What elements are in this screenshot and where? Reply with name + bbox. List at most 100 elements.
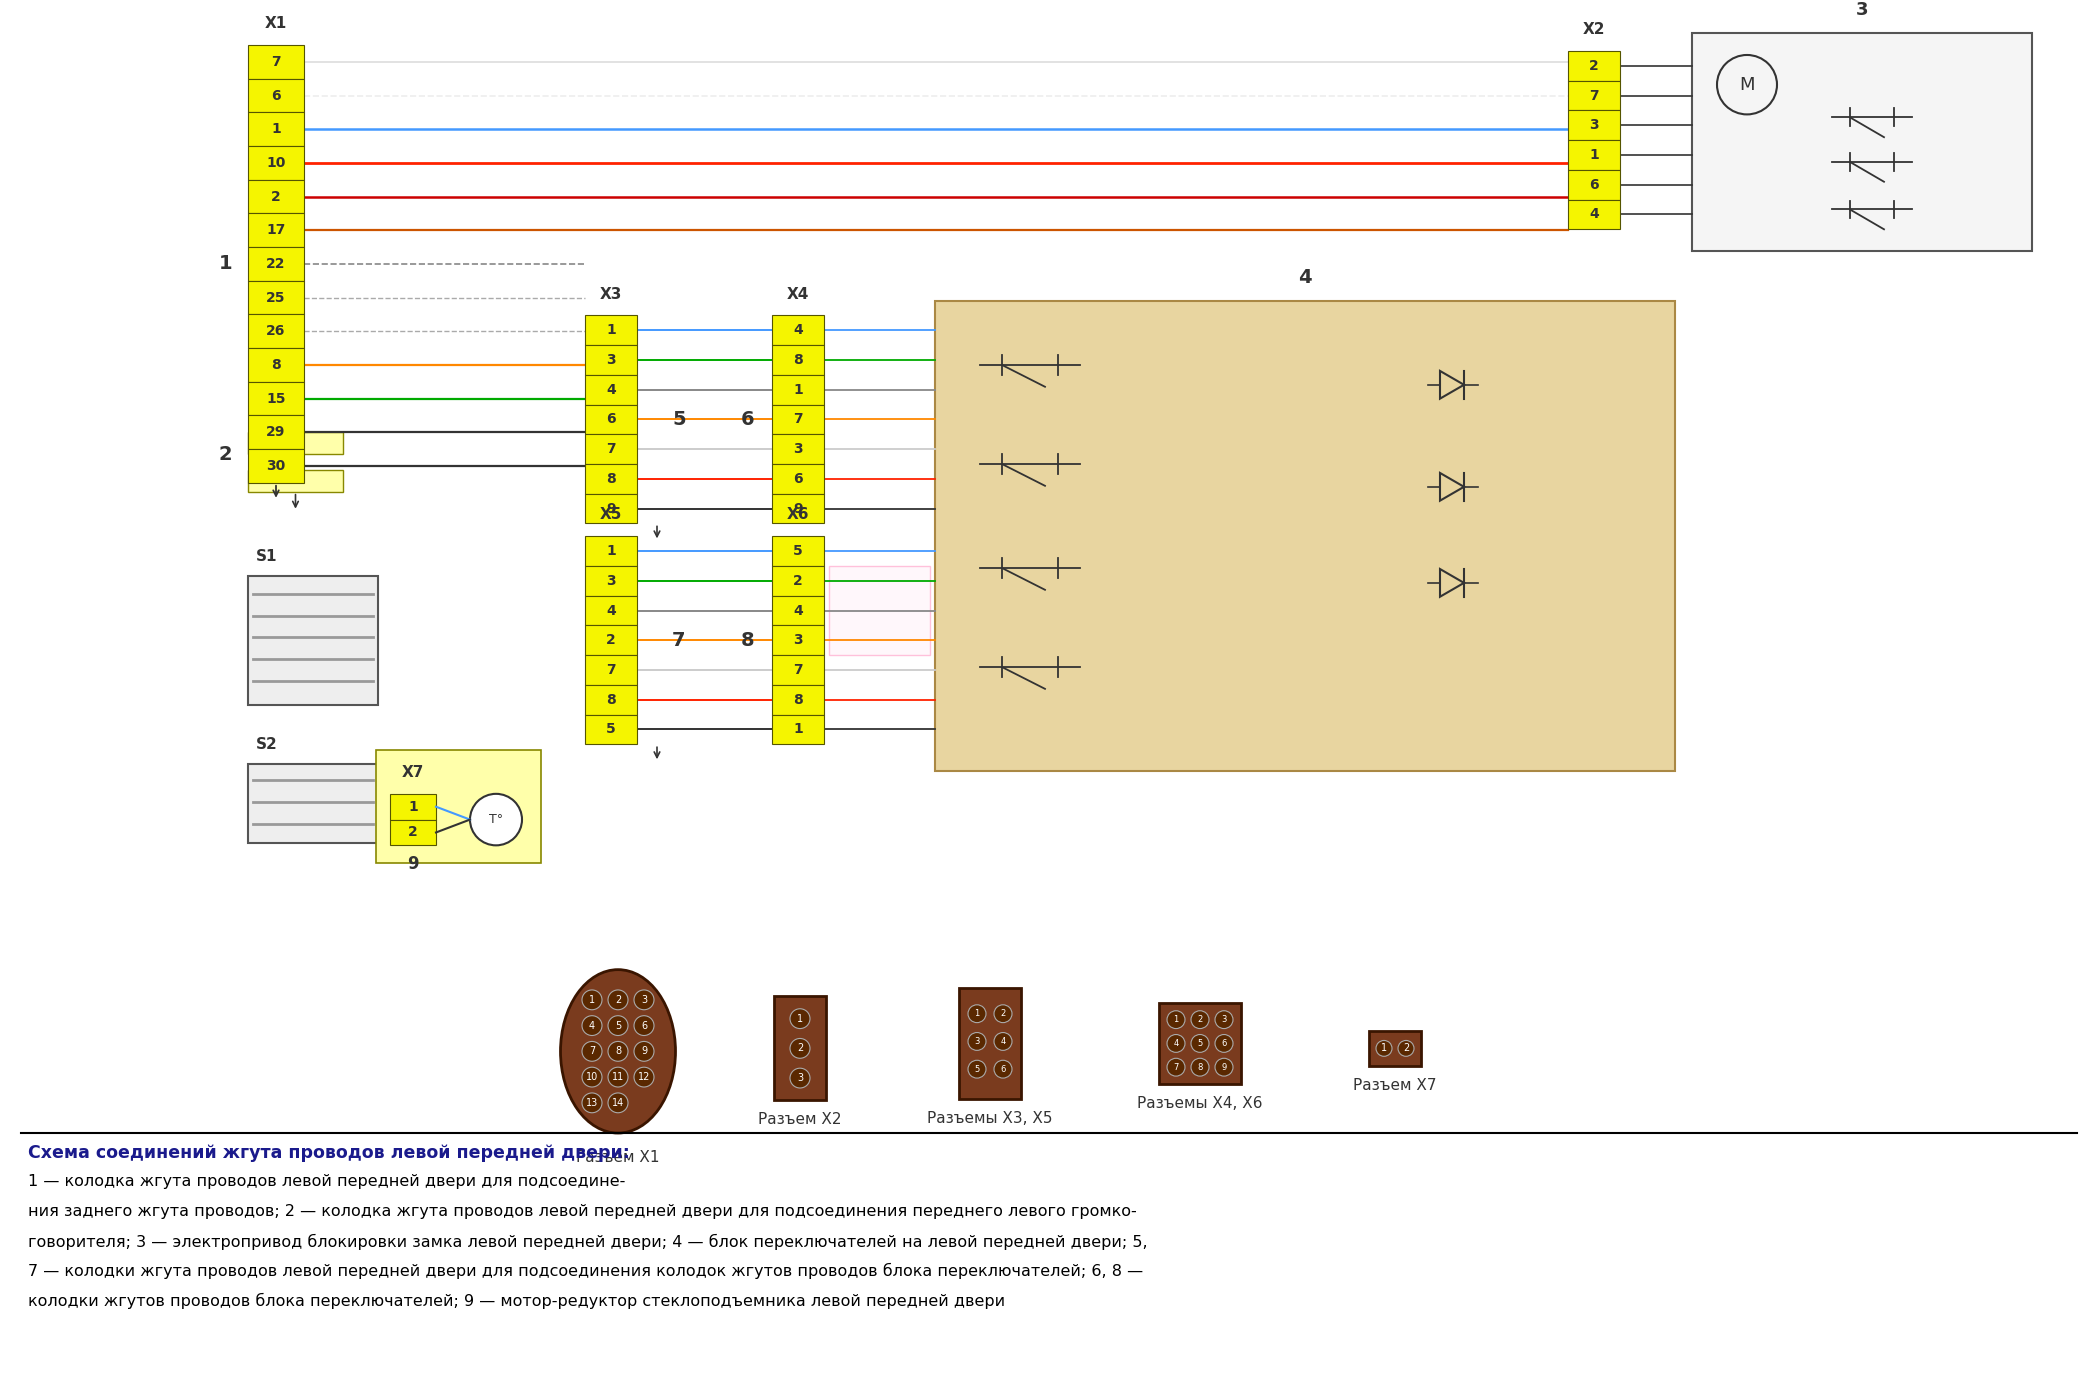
Text: 2: 2	[1588, 59, 1599, 73]
Circle shape	[967, 1005, 986, 1022]
Text: 2: 2	[797, 1043, 804, 1053]
Bar	[772, 464, 825, 493]
Circle shape	[470, 794, 522, 846]
Circle shape	[967, 1060, 986, 1078]
Circle shape	[581, 1016, 602, 1036]
Text: 9: 9	[606, 502, 617, 516]
Circle shape	[791, 1068, 810, 1088]
Circle shape	[1376, 1040, 1391, 1057]
Bar	[248, 147, 304, 180]
Text: 5: 5	[973, 1065, 980, 1074]
Text: 7 — колодки жгута проводов левой передней двери для подсоединения колодок жгутов: 7 — колодки жгута проводов левой передне…	[27, 1264, 1143, 1279]
Bar	[829, 566, 929, 656]
Text: 6: 6	[1001, 1065, 1005, 1074]
Bar	[248, 180, 304, 214]
Text: 1: 1	[1173, 1015, 1179, 1025]
Circle shape	[1192, 1035, 1208, 1053]
Text: 9: 9	[793, 502, 804, 516]
Text: 10: 10	[585, 1072, 598, 1082]
Bar	[772, 493, 825, 523]
Text: M: M	[1739, 75, 1754, 94]
Circle shape	[1215, 1035, 1234, 1053]
Text: 2: 2	[1198, 1015, 1202, 1025]
Circle shape	[608, 1016, 627, 1036]
Text: X7: X7	[403, 765, 424, 780]
Text: 2: 2	[409, 825, 418, 839]
Bar	[248, 415, 304, 449]
Text: 3: 3	[1857, 1, 1867, 20]
Bar	[248, 382, 304, 415]
Text: 4: 4	[1299, 268, 1311, 287]
Bar	[772, 316, 825, 345]
Bar	[1567, 171, 1620, 200]
Text: 1: 1	[1588, 148, 1599, 162]
Bar	[772, 375, 825, 404]
Bar	[585, 316, 638, 345]
Text: Разъемы Х3, Х5: Разъемы Х3, Х5	[927, 1111, 1053, 1125]
Text: X6: X6	[787, 507, 810, 523]
Text: 9: 9	[407, 856, 420, 874]
Bar	[772, 685, 825, 714]
Text: 4: 4	[793, 604, 804, 618]
Text: X5: X5	[600, 507, 623, 523]
Circle shape	[1192, 1058, 1208, 1076]
Circle shape	[1397, 1040, 1414, 1057]
Bar	[248, 765, 378, 843]
Bar	[585, 656, 638, 685]
Text: 10: 10	[266, 157, 285, 171]
Bar	[936, 301, 1674, 772]
Text: 8: 8	[741, 630, 753, 650]
Text: 8: 8	[1198, 1062, 1202, 1072]
Text: 2: 2	[1404, 1043, 1410, 1053]
Text: 1: 1	[793, 723, 804, 737]
Text: 7: 7	[1173, 1062, 1179, 1072]
Circle shape	[581, 1067, 602, 1088]
Text: 1 — колодка жгута проводов левой передней двери для подсоедине-: 1 — колодка жгута проводов левой передне…	[27, 1174, 625, 1190]
Circle shape	[994, 1060, 1011, 1078]
Text: 6: 6	[606, 412, 617, 426]
Text: 7: 7	[1588, 88, 1599, 102]
Bar	[1567, 140, 1620, 171]
Bar	[774, 997, 827, 1100]
Text: 3: 3	[793, 442, 804, 456]
Bar	[1567, 110, 1620, 140]
Bar	[585, 404, 638, 435]
Bar	[1567, 81, 1620, 110]
Text: 1: 1	[797, 1014, 804, 1023]
Circle shape	[634, 1042, 655, 1061]
Bar	[390, 794, 436, 819]
Bar	[772, 714, 825, 744]
Circle shape	[791, 1009, 810, 1029]
Text: 4: 4	[1001, 1037, 1005, 1046]
Text: 4: 4	[606, 604, 617, 618]
Bar	[585, 714, 638, 744]
Text: 15: 15	[266, 391, 285, 405]
Circle shape	[581, 990, 602, 1009]
Text: X4: X4	[787, 287, 810, 302]
Text: 17: 17	[266, 224, 285, 238]
Bar	[585, 493, 638, 523]
Circle shape	[634, 1067, 655, 1088]
Text: 8: 8	[271, 358, 281, 372]
Bar	[1158, 1002, 1242, 1083]
Bar	[585, 345, 638, 375]
Bar	[959, 988, 1022, 1099]
Text: 11: 11	[613, 1072, 623, 1082]
Text: X2: X2	[1582, 22, 1605, 38]
Bar	[772, 537, 825, 566]
Text: 5: 5	[1198, 1039, 1202, 1048]
Text: 9: 9	[1221, 1062, 1227, 1072]
Text: 1: 1	[606, 544, 617, 558]
Text: 8: 8	[793, 354, 804, 368]
Circle shape	[1192, 1011, 1208, 1029]
Bar	[772, 596, 825, 625]
Bar	[772, 404, 825, 435]
Ellipse shape	[560, 970, 676, 1132]
Text: 4: 4	[793, 323, 804, 337]
Text: 1: 1	[973, 1009, 980, 1018]
Text: Разъем Х2: Разъем Х2	[757, 1113, 841, 1127]
Text: 9: 9	[640, 1046, 646, 1057]
Text: 2: 2	[218, 445, 233, 464]
Text: 1: 1	[606, 323, 617, 337]
Text: 5: 5	[671, 410, 686, 429]
